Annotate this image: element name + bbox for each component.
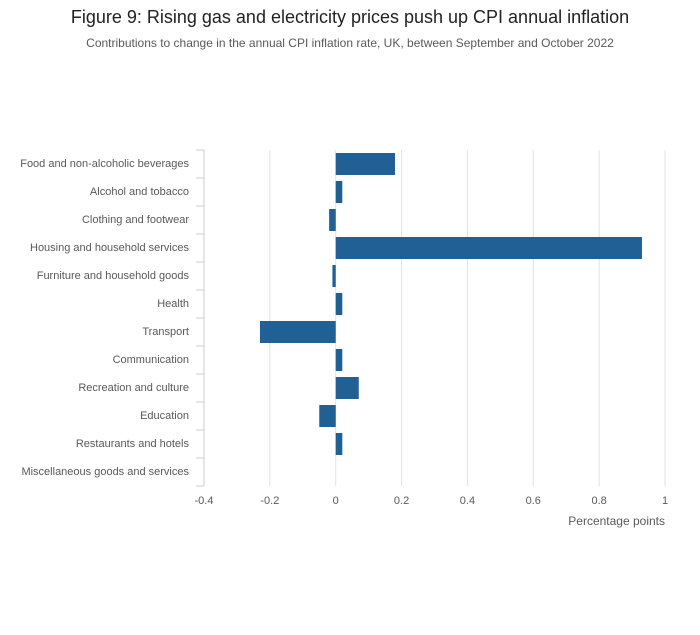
y-tick-label: Education: [140, 410, 189, 422]
x-tick-label: 1: [662, 495, 668, 507]
x-tick-label: 0.2: [394, 495, 409, 507]
bar: [335, 433, 343, 455]
y-tick-label: Recreation and culture: [78, 382, 189, 394]
x-tick-label: 0.4: [460, 495, 475, 507]
chart-title: Figure 9: Rising gas and electricity pri…: [71, 7, 629, 27]
x-tick-label: -0.4: [195, 495, 214, 507]
bar: [332, 265, 336, 287]
bar: [319, 405, 336, 427]
y-tick-label: Restaurants and hotels: [76, 438, 190, 450]
bar: [335, 153, 395, 175]
bar: [335, 293, 343, 315]
bar: [335, 377, 359, 399]
y-tick-label: Miscellaneous goods and services: [21, 466, 189, 478]
bar: [335, 237, 642, 259]
y-tick-label: Communication: [113, 354, 189, 366]
y-tick-label: Clothing and footwear: [82, 214, 189, 226]
chart-subtitle: Contributions to change in the annual CP…: [86, 36, 614, 50]
bar: [259, 321, 336, 343]
x-tick-label: 0.8: [591, 495, 606, 507]
x-tick-label: 0: [333, 495, 339, 507]
bar: [335, 349, 343, 371]
y-tick-label: Housing and household services: [30, 242, 189, 254]
bar: [329, 209, 336, 231]
y-tick-label: Alcohol and tobacco: [90, 186, 189, 198]
x-axis-label: Percentage points: [568, 514, 665, 528]
x-tick-label: -0.2: [260, 495, 279, 507]
y-tick-label: Transport: [142, 326, 189, 338]
y-tick-label: Food and non-alcoholic beverages: [20, 158, 189, 170]
bar: [335, 181, 343, 203]
y-tick-label: Health: [157, 298, 189, 310]
y-tick-label: Furniture and household goods: [37, 270, 190, 282]
x-tick-label: 0.6: [526, 495, 541, 507]
